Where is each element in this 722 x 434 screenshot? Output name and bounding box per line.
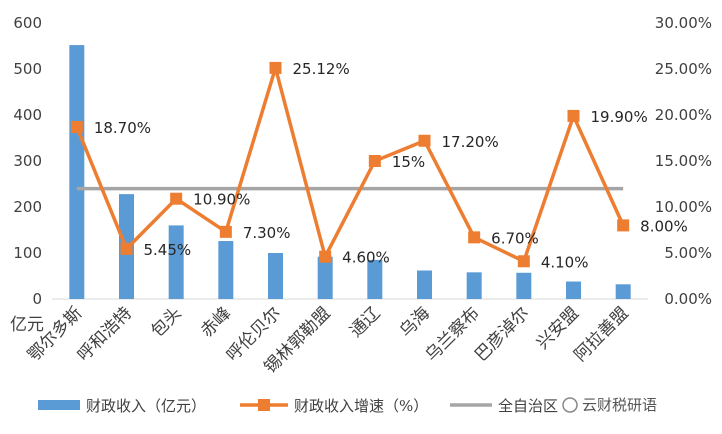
data-labels: 18.70% 5.45% 10.90% 7.30% 25.12% 4.60% 15% 17.2… [94, 60, 688, 271]
bar [69, 45, 85, 299]
growth-marker [219, 225, 232, 238]
category-label: 通辽 [346, 303, 384, 341]
category-label: 呼和浩特 [74, 303, 136, 365]
growth-marker [468, 231, 481, 244]
left-tick-label: 600 [13, 14, 42, 32]
growth-marker [70, 120, 83, 133]
left-tick-label: 200 [13, 198, 42, 216]
legend-swatch-bar [38, 400, 80, 410]
right-tick-label: 30.00% [655, 14, 712, 32]
growth-marker [517, 255, 530, 268]
data-label: 4.60% [342, 249, 390, 267]
data-label: 8.00% [640, 217, 688, 235]
bar [417, 270, 432, 299]
legend-label: 财政收入（亿元） [86, 397, 206, 415]
data-label: 6.70% [491, 229, 539, 247]
data-label: 25.12% [293, 60, 350, 78]
bar [268, 253, 283, 299]
data-label: 18.70% [94, 119, 151, 137]
data-label: 7.30% [243, 224, 291, 242]
watermark: 云财税研语 [562, 396, 657, 414]
bar-series [69, 45, 631, 299]
left-axis: 0 100 200 300 400 500 600 [13, 14, 42, 308]
category-label: 阿拉善盟 [570, 303, 632, 365]
bar [466, 272, 482, 299]
growth-marker [418, 134, 431, 147]
bar [168, 225, 184, 299]
right-tick-label: 25.00% [655, 60, 712, 78]
growth-marker [617, 219, 630, 232]
growth-marker [120, 242, 133, 255]
growth-marker [170, 192, 183, 205]
bar [516, 272, 532, 299]
growth-marker [368, 155, 381, 167]
right-axis: 0.00% 5.00% 10.00% 15.00% 20.00% 25.00% 30.00% [655, 14, 712, 308]
right-tick-label: 5.00% [664, 244, 712, 262]
left-tick-label: 0 [32, 290, 42, 308]
category-label: 赤峰 [197, 303, 235, 341]
data-label: 10.90% [193, 191, 250, 209]
data-label: 15% [392, 153, 425, 171]
right-tick-label: 0.00% [664, 290, 712, 308]
data-label: 4.10% [541, 253, 589, 271]
bar [615, 284, 631, 299]
bar [218, 241, 234, 299]
category-label: 乌海 [396, 303, 434, 341]
category-label: 包头 [148, 303, 186, 341]
right-tick-label: 20.00% [655, 106, 712, 124]
data-label: 19.90% [591, 108, 648, 126]
legend-label: 全自治区 [498, 397, 558, 415]
left-tick-label: 400 [13, 106, 42, 124]
right-tick-label: 10.00% [655, 198, 712, 216]
category-label: 巴彦淖尔 [471, 303, 533, 365]
legend-label: 财政收入增速（%） [294, 397, 428, 415]
legend-swatch-marker [258, 399, 270, 411]
right-tick-label: 15.00% [655, 152, 712, 170]
left-tick-label: 500 [13, 60, 42, 78]
left-axis-unit: 亿元 [10, 315, 44, 335]
legend: 财政收入（亿元） 财政收入增速（%） 全自治区 [38, 397, 558, 415]
bar [317, 256, 333, 299]
growth-series [70, 61, 630, 268]
category-label: 乌兰察布 [421, 303, 483, 365]
watermark-text: 云财税研语 [582, 396, 657, 414]
left-tick-label: 300 [13, 152, 42, 170]
data-label: 17.20% [442, 133, 499, 151]
wechat-icon [562, 397, 578, 413]
growth-line [75, 66, 625, 264]
growth-marker [319, 250, 332, 263]
growth-marker [567, 109, 580, 122]
bar [566, 281, 581, 299]
left-tick-label: 100 [13, 244, 42, 262]
growth-marker [269, 61, 282, 74]
data-label: 5.45% [144, 241, 192, 259]
bar [367, 259, 383, 299]
